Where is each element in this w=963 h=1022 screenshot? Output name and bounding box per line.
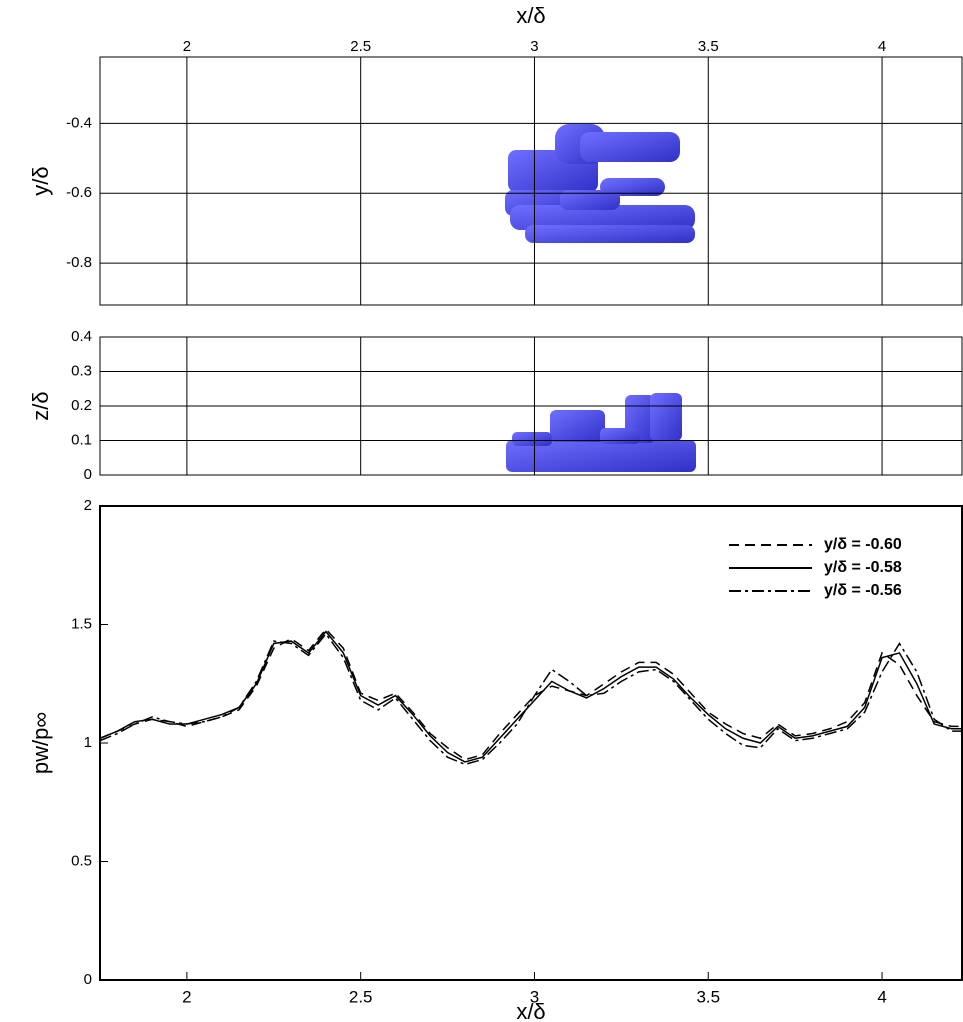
y-tick-label: 0 [84,466,92,483]
plot-frame [100,506,962,980]
y-tick-label: 0.4 [71,328,92,345]
line-series [100,632,962,762]
y-tick-label: 0.2 [71,397,92,414]
x-axis-title: x/δ [516,999,545,1022]
y-tick-label: 0 [84,971,92,988]
x-tick-label: 3.5 [696,987,720,1006]
x-tick-label: 2 [182,987,191,1006]
x-tick-label: 4 [878,38,886,55]
x-tick-label: 4 [877,987,886,1006]
y-tick-label: 2 [84,497,92,514]
x-axis-title: x/δ [516,3,545,28]
legend-label: y/δ = -0.58 [824,559,902,576]
line-series [100,629,962,759]
y-tick-label: 0.1 [71,431,92,448]
y-axis-title: pw/p∞ [28,712,53,774]
y-tick-label: 1.5 [71,615,92,632]
legend-label: y/δ = -0.60 [824,536,902,553]
page: -0.4 -0.6 -0.8 2 2.5 3 3.5 4 x/δ y/δ 0 0.1 0.2 0.3 0.4… [0,0,963,1022]
x-tick-label: 2.5 [350,38,371,55]
y-tick-label: -0.4 [66,114,92,131]
y-tick-label: -0.6 [66,184,92,201]
legend-label: y/δ = -0.56 [824,582,902,599]
y-tick-label: 0.3 [71,362,92,379]
y-axis-title: y/δ [28,166,53,195]
x-tick-label: 3.5 [698,38,719,55]
y-tick-label: 0.5 [71,852,92,869]
isosurface-top [505,124,695,243]
x-tick-label: 3 [530,38,538,55]
x-tick-label: 2 [183,38,191,55]
y-axis-title: z/δ [28,391,53,420]
y-tick-label: -0.8 [66,254,92,271]
figure: -0.4 -0.6 -0.8 2 2.5 3 3.5 4 x/δ y/δ 0 0.1 0.2 0.3 0.4… [0,0,963,1022]
x-tick-label: 2.5 [349,987,373,1006]
y-tick-label: 1 [84,734,92,751]
